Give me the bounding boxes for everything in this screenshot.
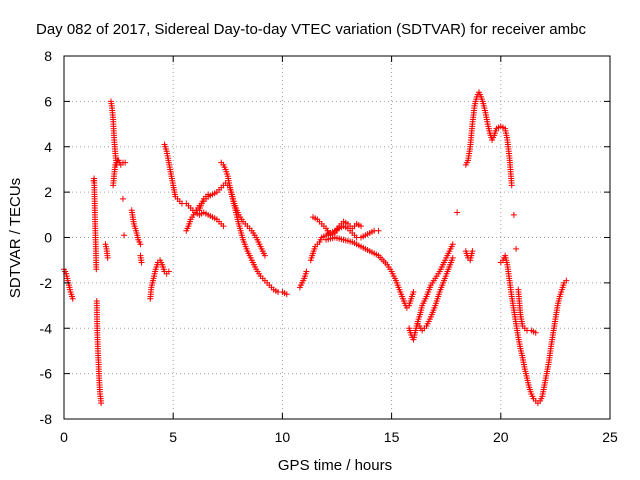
series-seg-u (462, 248, 476, 264)
data-point (510, 211, 517, 218)
series-seg-l (196, 191, 212, 214)
data-point (513, 245, 520, 252)
data-point (104, 254, 111, 261)
y-tick-label: 6 (44, 93, 52, 109)
data-point (165, 268, 172, 275)
data-point (69, 295, 76, 302)
data-point (454, 209, 461, 216)
x-tick-label: 25 (602, 429, 618, 445)
y-tick-label: -8 (40, 411, 53, 427)
series-seg-n (296, 268, 310, 291)
x-tick-label: 15 (384, 429, 400, 445)
data-point (563, 277, 570, 284)
chart-title: Day 082 of 2017, Sidereal Day-to-day VTE… (36, 21, 586, 38)
y-tick-label: 8 (44, 48, 52, 64)
y-tick-label: 2 (44, 184, 52, 200)
y-tick-label: -6 (40, 366, 53, 382)
series-seg-e (110, 161, 119, 189)
x-tick-label: 0 (60, 429, 68, 445)
data-point (121, 232, 128, 239)
series-seg-m (218, 159, 290, 298)
series-seg-f (119, 195, 128, 239)
data-point (119, 195, 126, 202)
y-tick-label: 4 (44, 139, 52, 155)
series-seg-c (102, 241, 111, 261)
series-seg-g (128, 207, 144, 248)
data-point (283, 291, 290, 298)
data-point (112, 161, 119, 168)
y-tick-label: 0 (44, 230, 52, 246)
x-tick-label: 20 (493, 429, 509, 445)
series-seg-j (161, 141, 227, 230)
series-seg-v (462, 89, 539, 336)
series-seg-h (137, 252, 145, 266)
data-point (375, 227, 382, 234)
data-point (303, 268, 310, 275)
data-point (532, 329, 539, 336)
y-axis-label: SDTVAR / TECUs (7, 178, 24, 298)
data-point (137, 241, 144, 248)
data-points (61, 89, 570, 407)
data-point (138, 259, 145, 266)
y-tick-label: -2 (40, 275, 53, 291)
series-seg-t (454, 209, 461, 216)
series-seg-a (61, 266, 76, 302)
x-tick-label: 10 (275, 429, 291, 445)
data-point (122, 159, 129, 166)
x-axis-label: GPS time / hours (278, 457, 392, 474)
series-seg-q (323, 234, 417, 311)
series-seg-w (497, 252, 570, 407)
series-seg-s (414, 254, 456, 334)
data-point (358, 223, 365, 230)
data-point (508, 182, 515, 189)
data-point (205, 191, 212, 198)
y-tick-label: -4 (40, 320, 53, 336)
series-seg-i (147, 257, 172, 302)
data-point (410, 288, 417, 295)
data-point (261, 252, 268, 259)
series-seg-b (90, 175, 105, 407)
x-tick-label: 5 (169, 429, 177, 445)
data-point (449, 241, 456, 248)
data-point (220, 223, 227, 230)
data-point (93, 266, 100, 273)
data-point (469, 248, 476, 255)
data-point (449, 254, 456, 261)
data-point (98, 400, 105, 407)
